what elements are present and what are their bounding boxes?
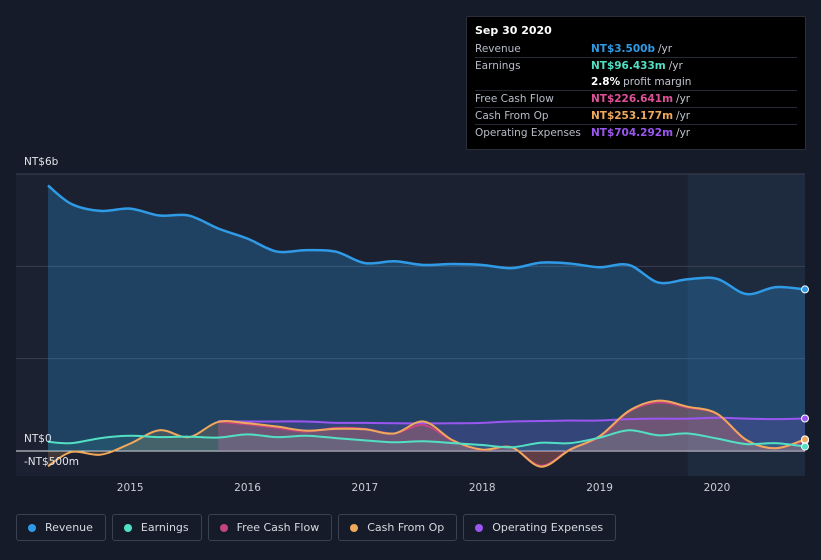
forecast-highlight-band — [687, 174, 805, 476]
tooltip-row-revenue: Revenue NT$3.500b /yr — [475, 41, 797, 58]
x-tick-2017: 2017 — [351, 482, 379, 494]
y-axis-bottom-label: -NT$500m — [24, 456, 80, 468]
tooltip-value: NT$96.433m — [591, 60, 666, 73]
legend-label: Earnings — [140, 521, 189, 534]
tooltip-value: NT$704.292m — [591, 127, 674, 140]
free-cash-flow-dot-icon — [219, 523, 228, 532]
legend-revenue[interactable]: Revenue — [16, 514, 106, 541]
data-tooltip: Sep 30 2020 Revenue NT$3.500b /yr Earnin… — [466, 16, 806, 150]
revenue-line — [47, 184, 806, 296]
chart-legend: Revenue Earnings Free Cash Flow Cash Fro… — [16, 514, 617, 541]
legend-label: Operating Expenses — [492, 521, 604, 534]
legend-cash-from-op[interactable]: Cash From Op — [338, 514, 458, 541]
gridlines — [16, 173, 805, 452]
legend-free-cash-flow[interactable]: Free Cash Flow — [207, 514, 333, 541]
x-tick-2015: 2015 — [116, 482, 144, 494]
tooltip-value: NT$253.177m — [591, 110, 674, 123]
tooltip-date: Sep 30 2020 — [475, 24, 552, 37]
legend-operating-expenses[interactable]: Operating Expenses — [463, 514, 617, 541]
tooltip-row-margin: 2.8% profit margin — [475, 75, 797, 92]
revenue-end-marker — [801, 285, 809, 294]
y-axis-top-label: NT$6b — [24, 156, 59, 168]
x-tick-2018: 2018 — [468, 482, 496, 494]
y-axis-zero-label: NT$0 — [24, 433, 52, 445]
tooltip-label: Operating Expenses — [475, 127, 581, 140]
legend-label: Revenue — [45, 521, 93, 534]
tooltip-unit: /yr — [657, 42, 673, 55]
tooltip-value: NT$3.500b — [591, 42, 655, 55]
x-tick-2016: 2016 — [234, 482, 261, 494]
tooltip-label: Cash From Op — [475, 110, 549, 123]
tooltip-row-earnings: Earnings NT$96.433m /yr — [475, 58, 797, 75]
tooltip-row-cfo: Cash From Op NT$253.177m /yr — [475, 108, 797, 125]
tooltip-row-opex: Operating Expenses NT$704.292m /yr — [475, 125, 797, 142]
legend-label: Free Cash Flow — [236, 521, 320, 534]
operating-expenses-dot-icon — [475, 523, 484, 532]
tooltip-value: 2.8% — [591, 76, 621, 89]
operating-expenses-end-marker — [801, 414, 809, 423]
earnings-dot-icon — [123, 523, 132, 532]
cash-from-op-line — [47, 399, 806, 468]
tooltip-label: Free Cash Flow — [475, 93, 554, 106]
tooltip-value: NT$226.641m — [591, 93, 674, 106]
legend-earnings[interactable]: Earnings — [111, 514, 202, 541]
revenue-dot-icon — [28, 523, 36, 532]
tooltip-unit: /yr — [676, 93, 691, 106]
tooltip-unit: profit margin — [623, 76, 692, 89]
tooltip-unit: /yr — [676, 127, 691, 140]
tooltip-row-fcf: Free Cash Flow NT$226.641m /yr — [475, 91, 797, 109]
series-lines — [47, 184, 806, 468]
series-areas — [48, 185, 806, 467]
cash-from-op-end-marker — [801, 435, 809, 444]
earnings-line — [47, 429, 806, 449]
tooltip-label: Earnings — [475, 60, 521, 73]
tooltip-label: Revenue — [475, 42, 521, 55]
x-tick-2019: 2019 — [586, 482, 613, 494]
operating-expenses-area — [218, 417, 806, 451]
operating-expenses-line — [218, 416, 806, 425]
cash-from-op-area — [48, 400, 805, 467]
cash-from-op-dot-icon — [350, 523, 359, 532]
tooltip-unit: /yr — [668, 60, 683, 73]
legend-label: Cash From Op — [367, 521, 445, 534]
x-tick-2020: 2020 — [703, 482, 731, 494]
revenue-area — [48, 185, 805, 451]
tooltip-unit: /yr — [676, 110, 691, 123]
earnings-end-marker — [801, 442, 809, 451]
series-end-markers — [801, 285, 809, 451]
